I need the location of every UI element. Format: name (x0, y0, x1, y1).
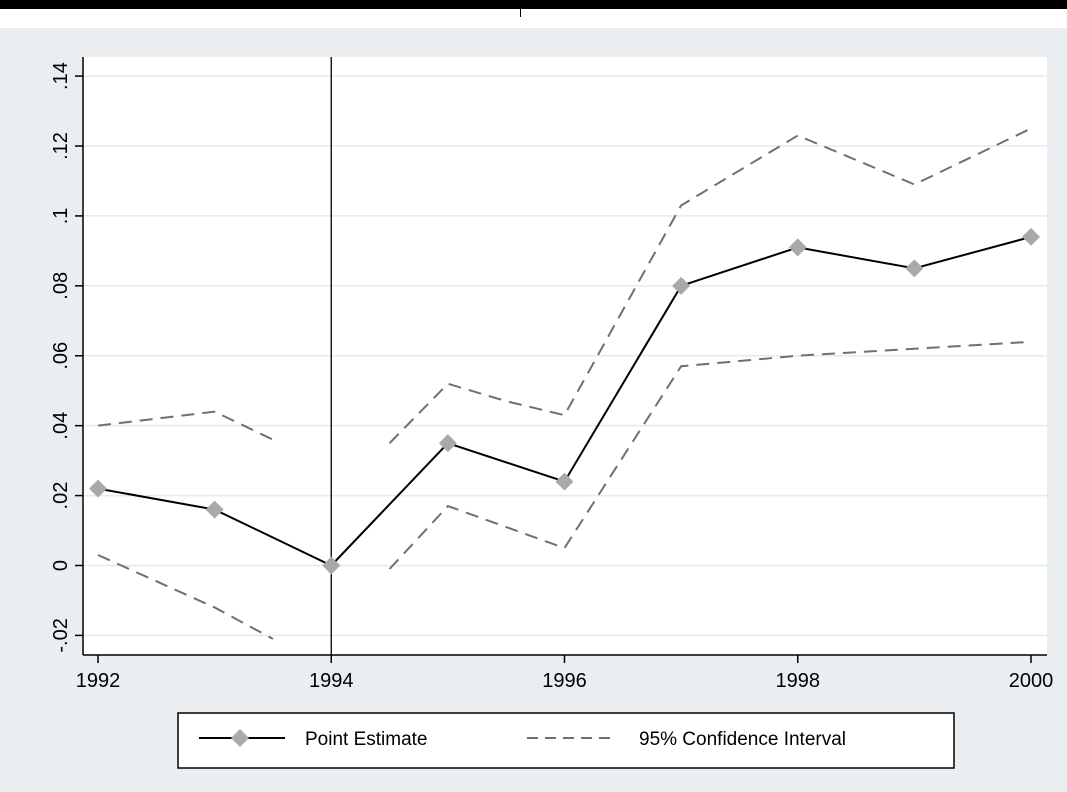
legend-diamond-icon (231, 729, 249, 747)
ci-line (388, 127, 1032, 444)
axes: -.02 0 .02 .04 .06 .08 .1 .12 .14 1992 1994 1996 199… (50, 57, 1053, 692)
legend: Point Estimate 95% Confidence Interval (177, 712, 955, 769)
point-estimate-marker (322, 556, 341, 575)
confidence-interval-layer (97, 127, 1032, 640)
ci-line (97, 410, 274, 441)
ci-line (97, 554, 274, 640)
x-tick-label: 1994 (309, 670, 354, 692)
x-tick-label: 2000 (1009, 670, 1054, 692)
y-tick-label: .06 (50, 342, 72, 370)
ci-line (388, 340, 1032, 570)
y-tick-label: .02 (50, 482, 72, 510)
point-estimate-marker (89, 479, 107, 498)
x-tick-label: 1996 (542, 670, 587, 692)
legend-label-point-estimate: Point Estimate (305, 729, 428, 750)
point-estimate-marker (438, 434, 457, 453)
point-estimate-layer (89, 227, 1040, 575)
top-rule-tick (520, 9, 521, 17)
point-estimate-marker (1022, 227, 1040, 246)
point-estimate-marker (672, 276, 691, 295)
top-rule (0, 0, 1067, 9)
y-tick-label: -.02 (50, 618, 72, 652)
point-estimate-marker (205, 500, 224, 519)
y-tick-label: .14 (50, 62, 72, 90)
y-tick-label: .04 (50, 412, 72, 440)
y-tick-label: .12 (50, 132, 72, 160)
y-tick-label: 0 (50, 560, 72, 571)
x-tick-label: 1992 (76, 670, 121, 692)
point-estimate-marker (905, 259, 924, 278)
legend-box (177, 712, 955, 769)
point-estimate-marker (788, 238, 807, 257)
x-tick-label: 1998 (776, 670, 821, 692)
y-tick-label: .08 (50, 272, 72, 300)
legend-label-ci: 95% Confidence Interval (639, 729, 846, 750)
y-tick-label: .1 (50, 208, 72, 225)
point-estimate-marker (555, 472, 574, 491)
